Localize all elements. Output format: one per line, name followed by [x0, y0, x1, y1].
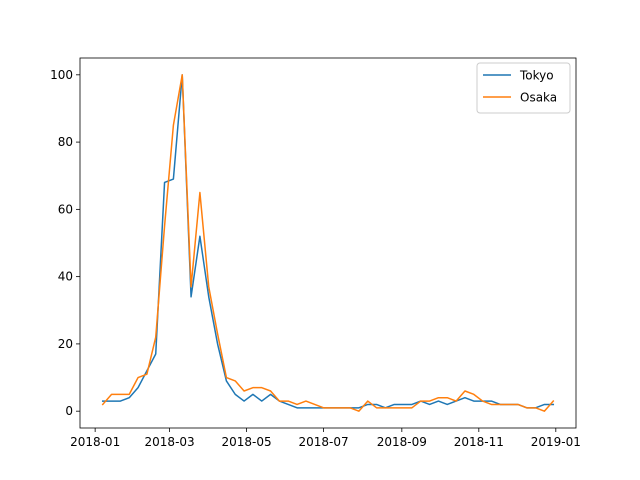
- x-tick-label: 2018-07: [299, 435, 349, 449]
- x-tick-label: 2018-11: [454, 435, 504, 449]
- x-tick-label: 2018-01: [70, 435, 120, 449]
- y-tick-label: 40: [58, 270, 73, 284]
- x-tick-label: 2018-09: [377, 435, 427, 449]
- series-line-osaka: [101, 74, 555, 412]
- y-tick-label: 100: [50, 68, 73, 82]
- x-axis: 2018-01 2018-03 2018-05 2018-07 2018-09 2018-…: [70, 428, 581, 449]
- y-tick-label: 60: [58, 202, 73, 216]
- y-tick-label: 80: [58, 135, 73, 149]
- x-tick-label: 2018-05: [222, 435, 272, 449]
- legend: Tokyo Osaka: [476, 62, 571, 114]
- y-tick-label: 0: [65, 404, 73, 418]
- x-tick-label: 2018-03: [145, 435, 195, 449]
- series-layer: [101, 74, 555, 412]
- legend-label-osaka: Osaka: [520, 91, 557, 105]
- y-axis: 0 20 40 60 80 100: [50, 68, 80, 418]
- x-tick-label: 2019-01: [531, 435, 581, 449]
- plot-frame: [79, 57, 577, 429]
- y-tick-label: 20: [58, 337, 73, 351]
- legend-label-tokyo: Tokyo: [519, 69, 554, 83]
